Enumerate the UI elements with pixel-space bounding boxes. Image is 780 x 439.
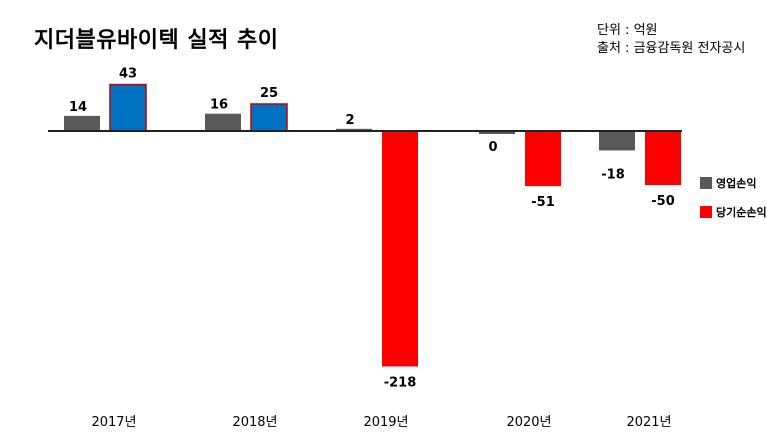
- bar-operating-0: [64, 115, 100, 131]
- legend-label-operating: 영업손익: [716, 177, 757, 190]
- bar-operating-4: [599, 131, 635, 151]
- label-operating-4: -18: [601, 167, 625, 182]
- label-operating-0: 14: [69, 100, 87, 115]
- bar-net-4: [645, 131, 681, 185]
- category-label-4: 2021년: [626, 415, 671, 430]
- label-net-3: -51: [531, 195, 555, 210]
- unit-label: 단위 : 억원: [597, 23, 658, 38]
- label-net-0: 43: [119, 67, 137, 82]
- bar-operating-1: [205, 113, 241, 131]
- bar-operating-3: [479, 131, 515, 134]
- category-label-3: 2020년: [506, 415, 551, 430]
- bar-net-1: [250, 103, 288, 132]
- label-operating-3: 0: [488, 140, 497, 155]
- legend-swatch-operating: [700, 177, 712, 189]
- category-label-0: 2017년: [91, 415, 136, 430]
- label-operating-2: 2: [345, 113, 354, 128]
- bar-net-0: [109, 83, 147, 132]
- legend-item-net: 당기순손익: [700, 204, 767, 220]
- legend-label-net: 당기순손익: [716, 206, 767, 219]
- chart-meta: 단위 : 억원 출처 : 금융감독원 전자공시: [597, 22, 745, 58]
- label-operating-1: 16: [210, 98, 228, 113]
- legend-swatch-net: [700, 206, 712, 218]
- label-net-2: -218: [384, 375, 417, 390]
- category-label-2: 2019년: [363, 415, 408, 430]
- legend-item-operating: 영업손익: [700, 175, 756, 191]
- source-label: 출처 : 금융감독원 전자공시: [597, 41, 746, 56]
- bar-net-2: [382, 131, 418, 367]
- chart-title: 지더블유바이텍 실적 추이: [34, 28, 279, 53]
- category-label-1: 2018년: [232, 415, 277, 430]
- bar-net-3: [525, 131, 561, 187]
- label-net-4: -50: [651, 194, 675, 209]
- label-net-1: 25: [260, 86, 278, 101]
